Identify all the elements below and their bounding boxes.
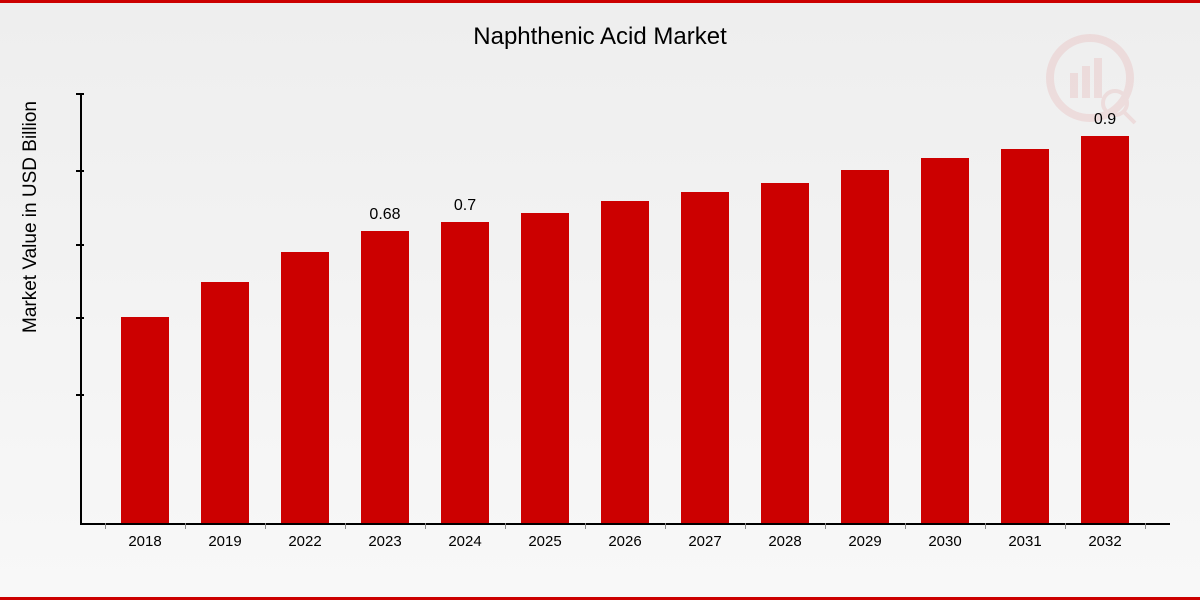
x-tick-label: 2032 (1065, 533, 1145, 550)
x-tick-mark (585, 523, 586, 529)
bar-group (921, 158, 969, 524)
x-tick-label: 2018 (105, 533, 185, 550)
bar-group (281, 252, 329, 523)
x-tick-label: 2022 (265, 533, 345, 550)
bar-group (521, 213, 569, 523)
x-tick-mark (1065, 523, 1066, 529)
bar (761, 183, 809, 523)
bar (441, 222, 489, 523)
x-tick-label: 2019 (185, 533, 265, 550)
x-tick-label: 2030 (905, 533, 985, 550)
bar-group (841, 170, 889, 523)
bar (121, 317, 169, 523)
bar (361, 231, 409, 523)
x-tick-label: 2026 (585, 533, 665, 550)
x-tick-mark (905, 523, 906, 529)
chart-container: 0.680.70.9 20182019202220232024202520262… (80, 93, 1170, 543)
x-axis-line (80, 523, 1170, 525)
bar-group (601, 201, 649, 524)
x-tick-mark (665, 523, 666, 529)
x-tick-label: 2023 (345, 533, 425, 550)
bar-group (1001, 149, 1049, 523)
bar (201, 282, 249, 523)
x-tick-label: 2024 (425, 533, 505, 550)
bar-group (121, 317, 169, 523)
x-tick-mark (105, 523, 106, 529)
bar-group (761, 183, 809, 523)
bar (1081, 136, 1129, 523)
x-tick-label: 2031 (985, 533, 1065, 550)
x-tick-label: 2027 (665, 533, 745, 550)
bar (921, 158, 969, 524)
bar-value-label: 0.7 (441, 197, 489, 215)
x-tick-label: 2028 (745, 533, 825, 550)
bar (841, 170, 889, 523)
x-tick-mark (745, 523, 746, 529)
x-tick-label: 2029 (825, 533, 905, 550)
x-tick-mark (425, 523, 426, 529)
bar-group: 0.68 (361, 231, 409, 523)
bar (1001, 149, 1049, 523)
y-axis-label: Market Value in USD Billion (20, 101, 42, 333)
bar-group: 0.9 (1081, 136, 1129, 523)
bar-group: 0.7 (441, 222, 489, 523)
x-tick-mark (1145, 523, 1146, 529)
bars-area: 0.68 0.7 0.9 (80, 93, 1170, 523)
bar-group (201, 282, 249, 523)
bar-group (681, 192, 729, 523)
bar-value-label: 0.68 (361, 206, 409, 224)
x-tick-mark (505, 523, 506, 529)
bar (681, 192, 729, 523)
x-tick-mark (825, 523, 826, 529)
x-tick-mark (985, 523, 986, 529)
bar (601, 201, 649, 524)
x-tick-mark (185, 523, 186, 529)
bar (281, 252, 329, 523)
bar (521, 213, 569, 523)
x-tick-mark (345, 523, 346, 529)
x-tick-label: 2025 (505, 533, 585, 550)
bar-value-label: 0.9 (1081, 111, 1129, 129)
x-tick-mark (265, 523, 266, 529)
chart-title: Naphthenic Acid Market (0, 23, 1200, 51)
